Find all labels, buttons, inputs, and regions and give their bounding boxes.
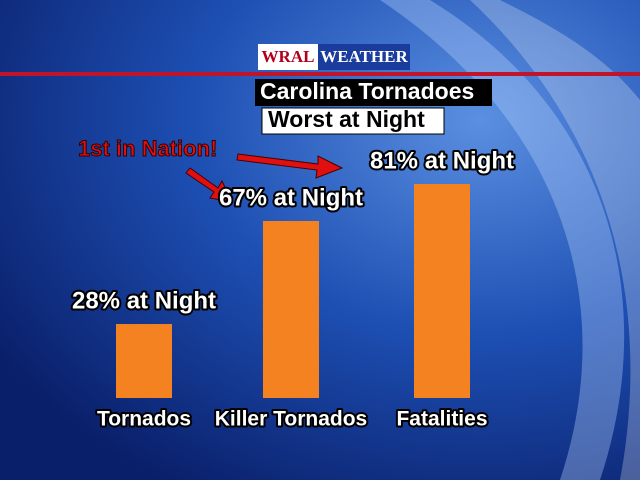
value-label: 28% at Night <box>72 287 216 314</box>
bar <box>263 220 319 398</box>
value-label: 81% at Night <box>370 147 514 174</box>
red-rule <box>0 72 640 76</box>
category-label: Tornados <box>97 408 191 431</box>
chart-subtitle: Worst at Night <box>268 106 425 132</box>
bar <box>414 184 470 398</box>
arrow <box>236 153 344 179</box>
swoosh <box>470 0 640 480</box>
title-box <box>255 79 492 106</box>
subtitle-box <box>261 107 445 135</box>
logo-right: WEATHER <box>320 47 408 66</box>
category-label: Fatalities <box>396 408 487 431</box>
logo-left: WRAL <box>262 47 315 66</box>
arrow <box>185 167 233 203</box>
bar <box>116 324 172 398</box>
value-label: 67% at Night <box>219 184 363 211</box>
category-label: Killer Tornados <box>215 408 367 431</box>
logo-box <box>318 44 410 70</box>
logo-box <box>258 44 318 70</box>
swoosh <box>380 0 625 480</box>
chart-title: Carolina Tornadoes <box>260 78 474 104</box>
annotation: 1st in Nation! <box>78 136 217 161</box>
